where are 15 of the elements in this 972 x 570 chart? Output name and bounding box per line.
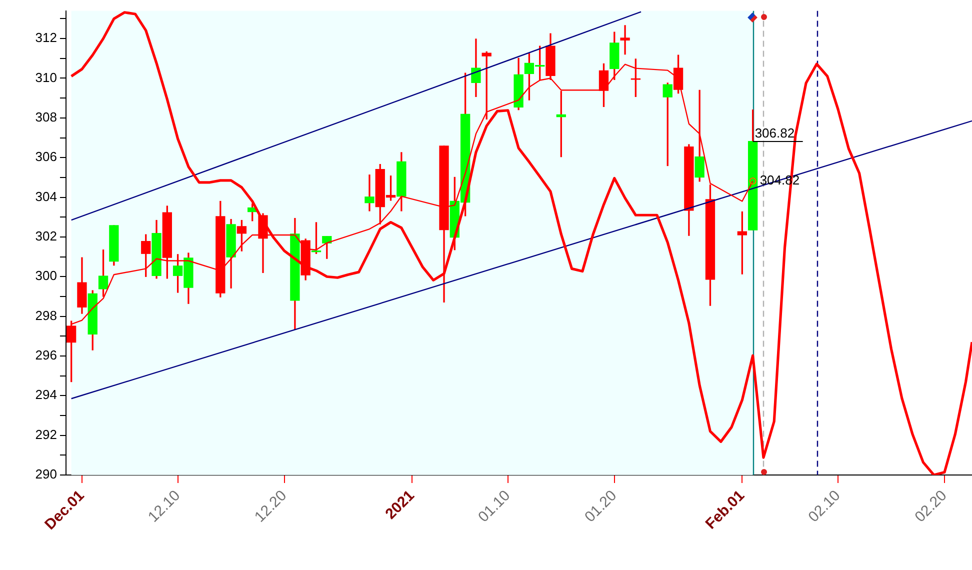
y-tick-label: 308 — [35, 110, 57, 124]
y-tick-label: 298 — [35, 308, 57, 323]
annotation: 306.82 — [754, 125, 795, 140]
y-tick-label: 290 — [35, 466, 57, 482]
y-tick-label: 292 — [35, 426, 57, 442]
y-tick-label: 304 — [35, 188, 57, 204]
y-tick-label: 310 — [35, 70, 57, 85]
y-tick-label: 294 — [35, 387, 57, 402]
candlestick — [620, 25, 630, 55]
y-tick-label: 302 — [35, 228, 57, 244]
candlestick — [471, 38, 481, 98]
y-tick-label: 306 — [35, 149, 57, 164]
y-tick-label: 312 — [35, 30, 57, 46]
y-tick-label: 300 — [35, 268, 57, 284]
y-tick-label: 296 — [35, 348, 57, 363]
